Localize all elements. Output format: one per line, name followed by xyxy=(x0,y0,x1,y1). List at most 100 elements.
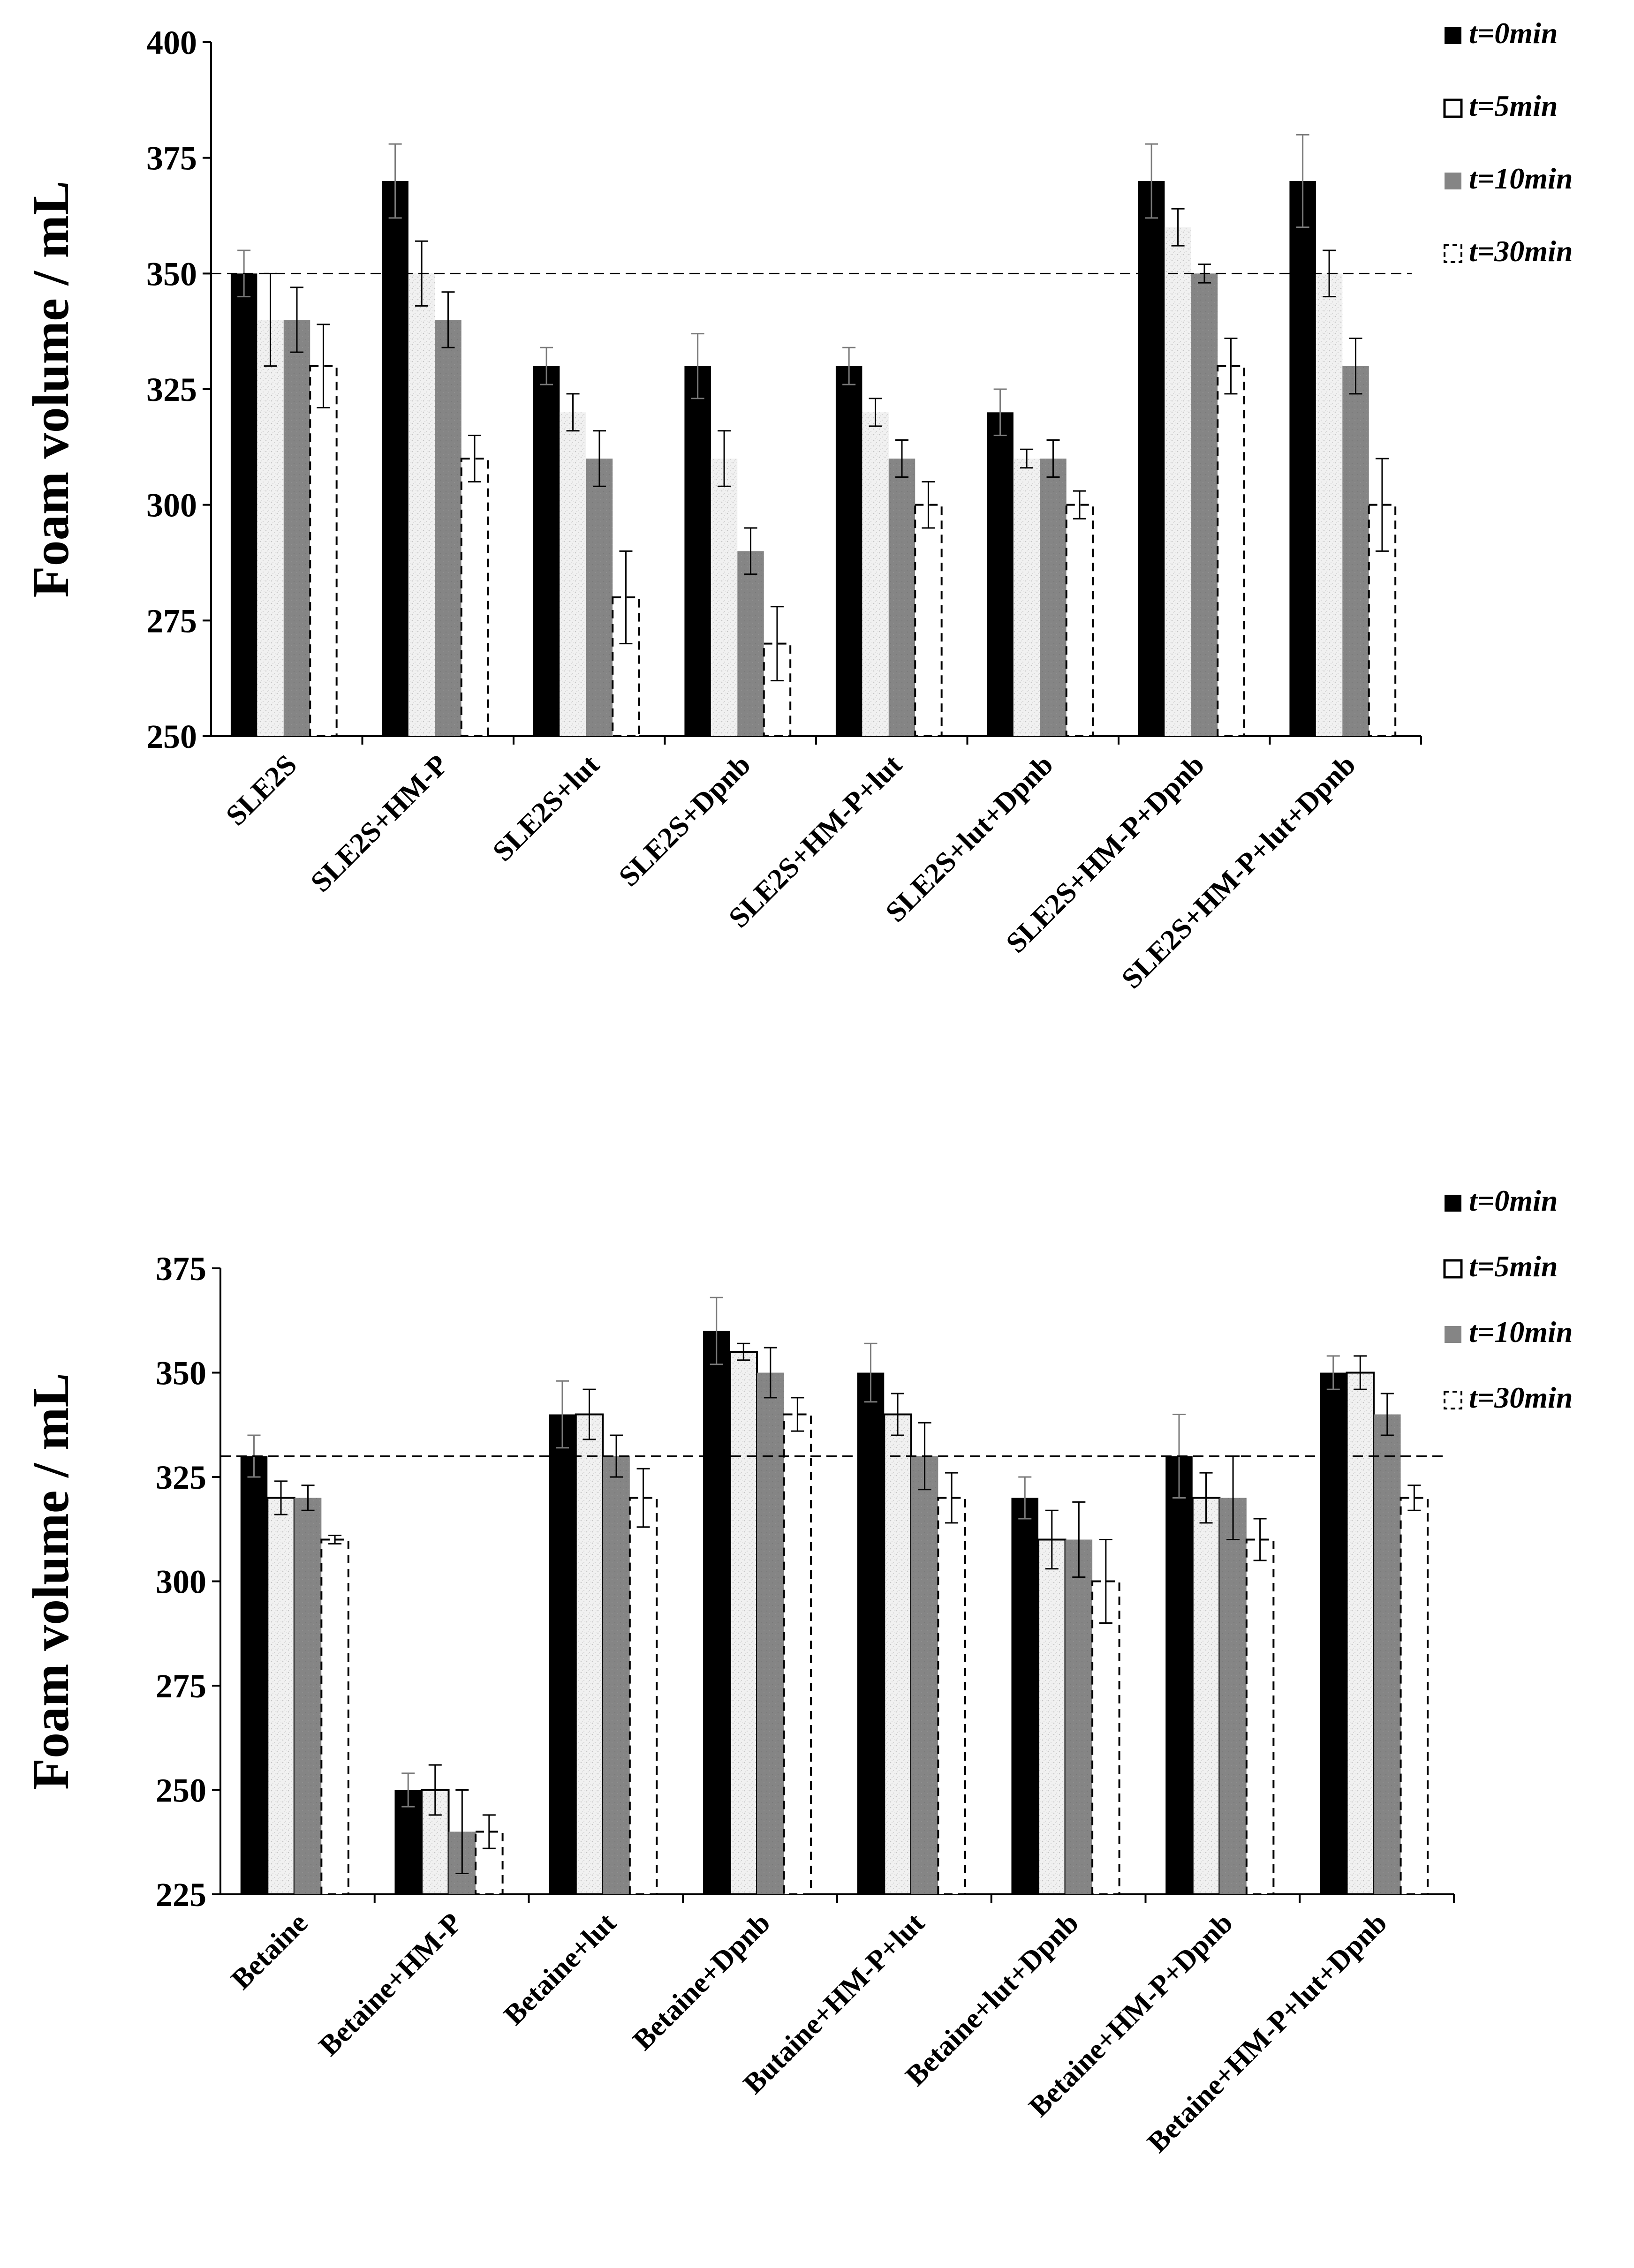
y-axis-label: Foam volume / mL xyxy=(22,1373,79,1790)
error-bar-t-10min-sle2s-lut-dpnb xyxy=(1046,439,1060,478)
error-bar-t-0min-betaine-lut xyxy=(556,1380,569,1449)
error-bar-t-0min-sle2s-lut xyxy=(540,347,553,385)
error-bar-t-30min-sle2s-lut xyxy=(619,550,633,645)
bar-t-30min-sle2s-hm-p xyxy=(460,458,489,737)
error-bar-t-5min-betaine-hm-p-dpnb xyxy=(1199,1472,1213,1524)
bar-t-10min-betaine-hm-p-dpnb xyxy=(1219,1498,1247,1894)
error-bar-t-10min-betaine-lut xyxy=(610,1434,623,1478)
bar-t-10min-betaine-hm-p-lut-dpnb xyxy=(1374,1414,1401,1894)
bar-t-10min-sle2s-hm-p-lut-dpnb xyxy=(1342,366,1369,736)
error-bar-t-5min-betaine xyxy=(274,1480,288,1515)
legend-swatch-t-10min xyxy=(1445,1326,1461,1343)
error-bar-t-5min-sle2s-lut xyxy=(566,393,580,432)
legend-swatch-t-0min xyxy=(1445,1195,1461,1212)
legend-swatch-t-10min xyxy=(1445,173,1461,189)
error-bar-t-5min-betaine-hm-p xyxy=(428,1764,442,1816)
bar-t-5min-sle2s-dpnb xyxy=(711,459,738,736)
error-bar-t-10min-betaine-hm-p xyxy=(455,1789,469,1874)
bar-t-30min-betaine-hm-p-lut-dpnb xyxy=(1399,1497,1429,1895)
bar-t-10min-sle2s-hm-p-lut xyxy=(888,459,915,736)
error-bar-t-0min-butaine-hm-p-lut xyxy=(864,1342,878,1403)
bar-t-0min-betaine-lut-dpnb xyxy=(1011,1498,1039,1894)
error-bar-t-0min-betaine-hm-p-lut-dpnb xyxy=(1326,1355,1340,1390)
bar-t-30min-sle2s-lut-dpnb xyxy=(1065,504,1094,737)
error-bar-t-0min-betaine-dpnb xyxy=(710,1296,723,1365)
error-bar-t-0min-sle2s-hm-p-lut-dpnb xyxy=(1296,134,1309,228)
legend-label-t-30min: t=30min xyxy=(1469,234,1573,268)
error-bar-t-30min-sle2s-lut-dpnb xyxy=(1073,490,1086,520)
error-bar-t-10min-sle2s-hm-p-lut xyxy=(895,439,909,478)
error-bar-t-30min-betaine xyxy=(328,1535,342,1545)
error-bar-t-30min-betaine-hm-p xyxy=(482,1814,496,1849)
bar-t-5min-sle2s-hm-p xyxy=(408,273,435,736)
bar-t-5min-betaine xyxy=(266,1497,295,1895)
error-bar-t-0min-betaine-lut-dpnb xyxy=(1018,1476,1032,1520)
bar-t-0min-sle2s-lut xyxy=(533,366,560,736)
y-tick-label: 250 xyxy=(156,1772,206,1809)
bar-t-30min-sle2s xyxy=(309,365,338,737)
y-tick-label: 325 xyxy=(156,1459,206,1496)
bar-t-5min-betaine-hm-p-lut-dpnb xyxy=(1346,1371,1375,1895)
error-bar-t-30min-sle2s-hm-p xyxy=(468,435,481,482)
error-bar-t-30min-sle2s-hm-p-lut xyxy=(922,481,935,529)
legend-swatch-t-5min xyxy=(1443,1259,1463,1279)
bar-t-5min-sle2s-hm-p-lut-dpnb xyxy=(1316,273,1343,736)
bar-t-5min-sle2s-hm-p-lut xyxy=(862,412,889,736)
error-bar-t-30min-betaine-lut-dpnb xyxy=(1099,1539,1112,1624)
legend: t=0min t=5min t=10min t=30min xyxy=(1443,1184,1573,1414)
bar-t-10min-sle2s-lut-dpnb xyxy=(1040,459,1067,736)
legend-label-t-5min: t=5min xyxy=(1469,89,1558,122)
bar-t-5min-sle2s-lut-dpnb xyxy=(1013,459,1040,736)
bar-t-10min-sle2s-hm-p-dpnb xyxy=(1191,273,1218,736)
error-bar-t-5min-sle2s-hm-p-dpnb xyxy=(1171,208,1185,247)
error-bar-t-0min-sle2s-hm-p-lut xyxy=(842,347,856,385)
error-bar-t-5min-betaine-lut-dpnb xyxy=(1045,1509,1059,1570)
y-tick-label: 350 xyxy=(156,1355,206,1392)
error-bar-t-0min-sle2s-lut-dpnb xyxy=(993,388,1007,437)
bar-t-0min-betaine-hm-p-lut-dpnb xyxy=(1319,1372,1347,1894)
legend-label-t-0min: t=0min xyxy=(1469,16,1558,50)
error-bar-t-10min-betaine-lut-dpnb xyxy=(1072,1501,1086,1578)
bar-t-0min-sle2s-hm-p-dpnb xyxy=(1138,181,1165,736)
legend-label-t-0min: t=0min xyxy=(1469,1184,1558,1217)
error-bar-t-0min-sle2s-hm-p xyxy=(388,143,402,219)
category-label-betaine-hm-p: Betaine+HM-P xyxy=(313,1907,468,2062)
y-tick-label: 300 xyxy=(156,1563,206,1601)
category-label-sle2s-lut-dpnb: SLE2S+lut+Dpnb xyxy=(879,749,1059,928)
y-tick-label: 325 xyxy=(146,371,197,408)
legend-label-t-10min: t=10min xyxy=(1469,162,1573,195)
error-bar-t-5min-butaine-hm-p-lut xyxy=(891,1393,905,1436)
y-axis-label: Foam volume / mL xyxy=(22,181,79,597)
bar-t-10min-sle2s-lut xyxy=(586,459,613,736)
y-tick-label: 275 xyxy=(146,602,197,640)
error-bar-t-30min-sle2s-hm-p-dpnb xyxy=(1224,337,1238,395)
category-label-betaine-lut-dpnb: Betaine+lut+Dpnb xyxy=(900,1907,1085,2092)
error-bar-t-10min-sle2s-dpnb xyxy=(744,527,757,575)
error-bar-t-10min-sle2s-lut xyxy=(593,430,606,487)
bar-t-30min-butaine-hm-p-lut xyxy=(937,1497,966,1895)
bar-t-5min-betaine-lut xyxy=(575,1413,604,1895)
bar-t-30min-betaine-dpnb xyxy=(783,1413,812,1895)
error-bar-t-5min-sle2s-hm-p-lut xyxy=(869,398,882,427)
legend-label-t-10min: t=10min xyxy=(1469,1315,1573,1349)
bar-t-5min-sle2s-lut xyxy=(560,412,586,736)
error-bar-t-10min-betaine-hm-p-lut-dpnb xyxy=(1380,1393,1394,1436)
error-bar-t-30min-betaine-lut xyxy=(636,1468,650,1528)
legend-swatch-t-0min xyxy=(1445,27,1461,44)
y-tick-label: 400 xyxy=(146,24,197,61)
bar-t-0min-sle2s-dpnb xyxy=(684,366,711,736)
error-bar-t-10min-sle2s-hm-p xyxy=(441,291,455,348)
legend-swatch-t-30min xyxy=(1444,244,1462,263)
category-label-betaine-dpnb: Betaine+Dpnb xyxy=(627,1907,776,2057)
bar-t-0min-betaine-dpnb xyxy=(703,1331,730,1894)
y-tick-label: 375 xyxy=(156,1250,206,1288)
error-bar-t-30min-sle2s-hm-p-lut-dpnb xyxy=(1375,458,1389,552)
bar-t-30min-sle2s-hm-p-dpnb xyxy=(1217,365,1245,737)
chart-panel-2: 225 250 275 300 325 350 375 Foam volume / mL Bet… xyxy=(22,1184,1573,2159)
bar-t-10min-sle2s-hm-p xyxy=(435,320,461,736)
bar-t-0min-betaine xyxy=(240,1456,268,1894)
error-bar-t-5min-betaine-lut xyxy=(582,1388,596,1440)
error-bar-t-30min-betaine-hm-p-dpnb xyxy=(1253,1518,1267,1561)
bar-t-30min-betaine xyxy=(320,1538,349,1895)
